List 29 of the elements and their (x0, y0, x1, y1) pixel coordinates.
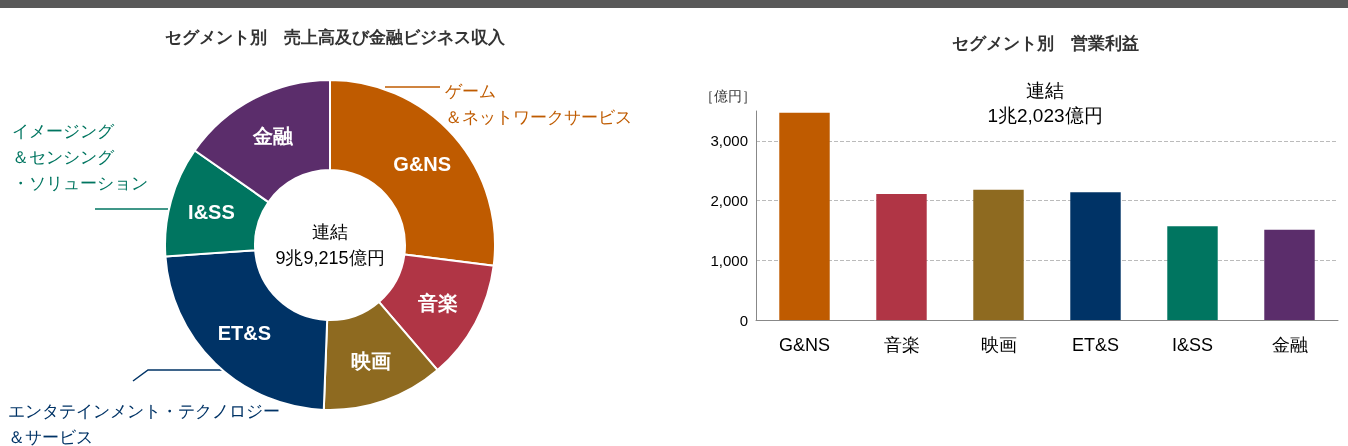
text: エンタテインメント・テクノロジー＆サービス (8, 401, 280, 446)
x-tick-label: 音楽 (883, 335, 920, 355)
y-tick-label: 1,000 (710, 251, 748, 269)
slice-label: G&NS (393, 152, 452, 175)
bar (1264, 229, 1315, 320)
legend-label: I&SS (188, 201, 235, 224)
y-tick-label: 0 (739, 311, 748, 329)
x-tick-label: G&NS (778, 335, 831, 355)
text: ゲーム＆ネットワークサービス (445, 81, 632, 127)
bar (779, 112, 830, 320)
bar (973, 189, 1024, 320)
bar (876, 194, 927, 320)
bar (1167, 226, 1218, 320)
x-tick-label: 映画 (980, 335, 1017, 355)
x-tick-label: I&SS (1171, 335, 1214, 355)
slice-label: 映画 (350, 350, 391, 373)
x-tick-label: 金融 (1271, 335, 1308, 355)
text: イメージング＆センシング・ソリューション (12, 121, 148, 193)
y-tick-label: 3,000 (710, 132, 748, 150)
slice-label: 金融 (252, 124, 295, 147)
annotation: 連結 1兆2,023億円 (987, 80, 1103, 126)
text: 連結 9兆9,215億円 (275, 222, 385, 268)
chart-title: セグメント別 売上高及び金融ビジネス収入 (165, 28, 506, 47)
x-tick-label: ET&S (1071, 335, 1120, 355)
y-axis-title: ［億円］ (700, 88, 756, 104)
bar (1070, 192, 1121, 320)
y-tick-label: 2,000 (710, 192, 748, 210)
chart-title: セグメント別 営業利益 (951, 34, 1139, 53)
slice-label: 音楽 (417, 292, 459, 315)
